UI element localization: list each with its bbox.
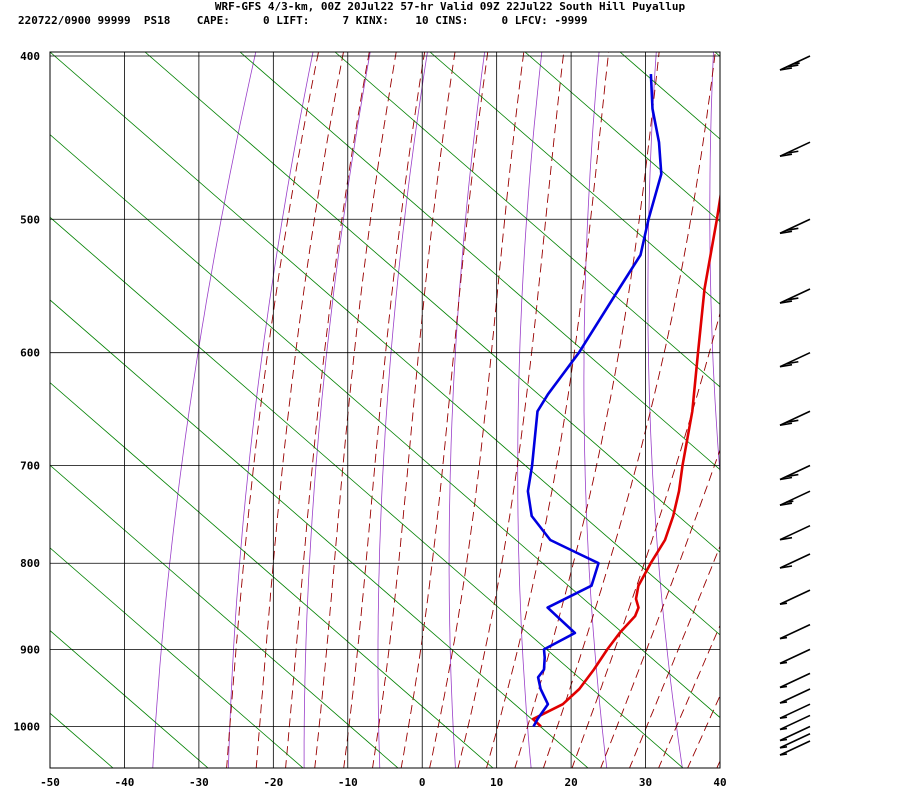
mixing-ratio-line [714,52,720,57]
moist-adiabat-line [400,52,489,768]
mixing-ratio-line [429,52,720,305]
wind-barb [779,410,811,427]
x-tick-label: 30 [639,776,652,789]
moist-adiabat-line [457,52,565,768]
plot-frame [49,51,721,769]
wind-barb [779,725,811,742]
x-tick-label: -50 [40,776,60,789]
y-tick-label: 400 [20,50,40,63]
wind-barb [779,55,811,71]
dewpoint-line [526,74,663,728]
mixing-ratio-line [524,52,720,223]
wind-barb [779,703,811,720]
mixing-ratio-line [50,299,589,768]
x-tick-label: 0 [419,776,426,789]
dry-adiabat-line [709,52,720,479]
wind-barbs [779,55,811,756]
moist-adiabat-line [485,52,610,768]
tick-labels: -50 -40 -30 -20 -10 0 10 20 30 40 400 500 600 700 800 9… [14,50,727,789]
mixing-ratio-line [50,630,209,768]
moist-adiabat-line [429,52,525,768]
wind-barb [779,589,811,605]
wind-barb [779,648,811,665]
moist-adiabat-line [600,448,720,768]
y-tick-label: 500 [20,213,40,226]
wind-barb [779,714,811,731]
wind-barb [779,351,811,368]
background-lines [50,19,900,800]
dry-adiabat-line [647,52,683,768]
dry-adiabat-line [828,19,900,770]
mixing-ratio-line [239,52,720,471]
mixing-ratio-line [50,134,720,719]
mixing-ratio-line [810,52,900,800]
moist-adiabat-line [343,52,426,768]
wind-barb [779,524,811,541]
moist-adiabat-line [314,52,397,768]
moist-adiabat-line [255,52,344,768]
x-tick-label: -10 [338,776,358,789]
dry-adiabat-line [517,52,543,768]
moist-adiabat-line [226,52,319,768]
series-group [526,74,720,728]
mixing-ratio-line [334,52,720,388]
moist-adiabat-line [542,52,716,768]
x-tick-label: 10 [490,776,503,789]
wind-barb [779,218,811,235]
moist-adiabat-line [514,52,660,768]
chart-header-line-2: 220722/0900 99999 PS18 CAPE: 0 LIFT: 7 K… [18,14,588,27]
wind-barb [779,141,811,157]
moist-adiabat-line [285,52,370,768]
grid [49,52,721,768]
mixing-ratio-line [50,464,399,768]
x-tick-label: 20 [564,776,577,789]
x-tick-label: -30 [189,776,209,789]
dry-adiabat-line [303,52,371,768]
wind-barb [779,740,811,756]
dry-adiabat-line [770,19,834,770]
chart-header-line-1: WRF-GFS 4/3-km, 00Z 20Jul22 57-hr Valid … [214,0,686,13]
dry-adiabat-line [448,52,486,768]
mixing-ratio-line [50,52,720,636]
dry-adiabat-line [377,52,428,768]
moist-adiabat-line [629,544,720,768]
dry-adiabat-line [885,19,900,770]
moist-adiabat-line [716,760,720,768]
mixing-ratio-line [50,547,304,768]
x-tick-label: -20 [263,776,283,789]
x-tick-label: 40 [713,776,726,789]
moist-adiabat-line [372,52,456,768]
temperature-line [531,191,720,728]
wind-barb [779,464,811,481]
mixing-ratio-line [50,712,114,768]
dry-adiabat-line [583,52,608,768]
y-tick-label: 800 [20,557,40,570]
wind-barb [779,733,811,749]
x-tick-label: -40 [115,776,135,789]
wind-barb [779,688,811,704]
moist-adiabat-line [571,311,720,768]
moist-adiabat-line [658,624,720,768]
wind-barb [779,672,811,689]
mixing-ratio-line [50,216,684,768]
mixing-ratio-line [619,52,720,140]
wind-barb [779,490,811,506]
wind-barb [779,623,811,640]
mixing-ratio-line [50,382,494,768]
dry-adiabat-line [228,52,314,768]
wind-barb [779,553,811,569]
y-tick-label: 1000 [14,721,41,734]
y-tick-label: 600 [20,347,40,360]
mixing-ratio-line [144,52,720,553]
y-tick-label: 900 [20,643,40,656]
wind-barb [779,288,811,304]
y-tick-label: 700 [20,460,40,473]
dry-adiabat-line [152,52,257,768]
